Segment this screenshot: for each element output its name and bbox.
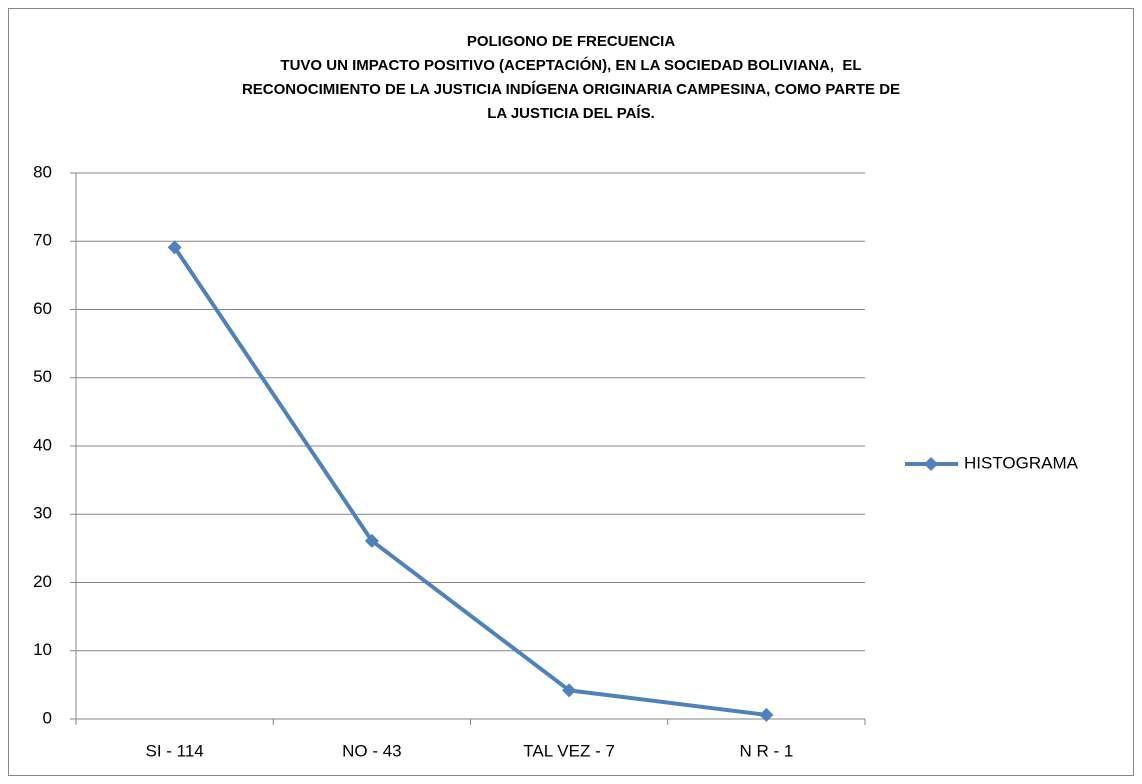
marker [167, 240, 182, 255]
chart-title: LA JUSTICIA DEL PAÍS. [487, 105, 655, 122]
x-tick-label: TAL VEZ - 7 [523, 741, 615, 760]
y-tick-label: 10 [33, 640, 52, 659]
y-tick-label: 70 [33, 231, 52, 250]
y-tick-label: 60 [33, 299, 52, 318]
marker [759, 707, 774, 722]
y-tick-label: 50 [33, 367, 52, 386]
chart-frame [8, 8, 1134, 776]
chart-title: RECONOCIMIENTO DE LA JUSTICIA INDÍGENA O… [242, 81, 900, 98]
y-tick-label: 0 [43, 708, 52, 727]
y-tick-label: 80 [33, 162, 52, 181]
x-tick-label: NO - 43 [342, 741, 402, 760]
chart-title: POLIGONO DE FRECUENCIA [467, 33, 676, 50]
marker [364, 533, 379, 548]
legend-label: HISTOGRAMA [964, 453, 1079, 472]
legend-marker [924, 457, 938, 471]
line [172, 246, 767, 717]
y-tick-label: 30 [33, 504, 52, 523]
x-tick-label: SI - 114 [145, 741, 203, 760]
y-tick-label: 20 [33, 572, 52, 591]
marker [562, 683, 577, 698]
chart-title: TUVO UN IMPACTO POSITIVO (ACEPTACIÓN), E… [280, 56, 861, 74]
x-tick-label: N R - 1 [739, 741, 793, 760]
y-tick-label: 40 [33, 435, 52, 454]
